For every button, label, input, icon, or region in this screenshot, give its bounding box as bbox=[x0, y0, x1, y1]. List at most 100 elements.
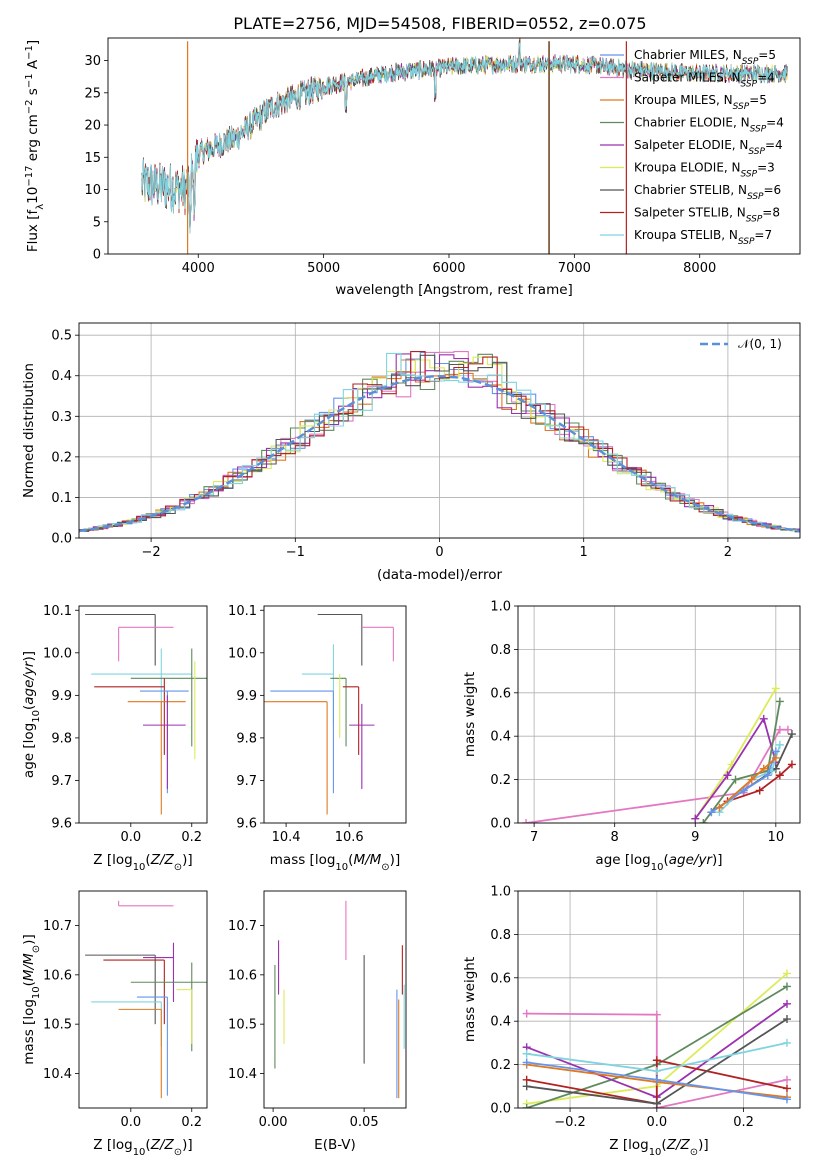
label-part: 10 bbox=[31, 986, 42, 999]
label-part: mass [ bbox=[21, 1020, 37, 1065]
legend-value: =7 bbox=[754, 228, 772, 242]
legend-label: Kroupa STELIB, N bbox=[634, 228, 738, 242]
x-tick-label: 0.00 bbox=[259, 1115, 288, 1130]
errorbar-chabrier-stelib bbox=[317, 613, 363, 666]
label-part: ⊙ bbox=[31, 945, 42, 953]
x-tick-label: −0.2 bbox=[554, 1115, 586, 1130]
x-tick-label: 10.6 bbox=[335, 830, 364, 845]
y-tick-label: 15 bbox=[84, 151, 101, 166]
x-tick-label: 7000 bbox=[558, 261, 591, 276]
weight-marker bbox=[782, 999, 791, 1008]
label-part: log bbox=[630, 852, 651, 868]
errorbar-salpeter-miles bbox=[118, 626, 174, 662]
label-part: −1 bbox=[24, 73, 35, 88]
label-part: s bbox=[25, 88, 41, 99]
y-tick-label: 0.6 bbox=[490, 686, 511, 701]
label-part: E(B-V) bbox=[314, 1137, 356, 1153]
label-part: ⊙ bbox=[174, 862, 182, 873]
label-part: ) bbox=[712, 852, 717, 868]
label-part: ] bbox=[21, 934, 37, 939]
weight-marker bbox=[691, 814, 700, 823]
label-part: 10 bbox=[133, 1147, 146, 1158]
weight-line-salpeter-miles bbox=[525, 728, 788, 823]
weight-marker bbox=[782, 1084, 791, 1093]
spectrum-ylabel: Flux [fλ10−17 erg cm−2 s−1 A−1] bbox=[24, 40, 46, 252]
label-part: ⊙ bbox=[690, 1147, 698, 1158]
errorbar-salpeter-elodie bbox=[143, 695, 186, 789]
label-part: ] bbox=[25, 40, 41, 45]
weight-marker bbox=[782, 982, 791, 991]
weight_vs_age-xlabel: age [log10(age/yr)] bbox=[595, 852, 722, 873]
x-tick-label: 0 bbox=[435, 545, 443, 560]
label-part: ] bbox=[395, 852, 400, 868]
weight-marker bbox=[652, 1056, 661, 1065]
y-tick-label: 25 bbox=[84, 86, 101, 101]
label-part: Z/Z bbox=[666, 1137, 691, 1153]
weight-marker bbox=[755, 786, 764, 795]
label-part: M/M bbox=[21, 953, 37, 981]
x-tick-label: 5000 bbox=[307, 261, 340, 276]
label-part: 10 bbox=[25, 187, 41, 204]
x-tick-label: 0.2 bbox=[181, 1115, 202, 1130]
errorbar-chabrier-elodie bbox=[130, 962, 207, 1052]
legend-value: =4 bbox=[766, 116, 784, 130]
label-part: 10 bbox=[335, 862, 348, 873]
weight_vs_Z-ylabel: mass weight bbox=[462, 957, 478, 1042]
legend-entry-salpeter-stelib: Salpeter STELIB, NSSP=8 bbox=[634, 206, 780, 225]
y-tick-label: 10.6 bbox=[43, 968, 72, 983]
label-part: A bbox=[25, 59, 41, 73]
label-part: Flux [f bbox=[25, 209, 41, 253]
y-tick-label: 10.6 bbox=[228, 968, 257, 983]
mass_vs_ebv-axes: 0.00 0.05 10.4 10.5 10.6 10.7 bbox=[228, 919, 379, 1130]
errorbar-kroupa-miles bbox=[264, 701, 328, 815]
errorbar-salpeter-miles bbox=[361, 626, 394, 662]
legend-sub: SSP bbox=[746, 215, 763, 225]
y-tick-label: 10.7 bbox=[228, 919, 257, 934]
legend-normal-label: 𝒩(0, 1) bbox=[738, 337, 782, 351]
x-tick-label: 6000 bbox=[432, 261, 465, 276]
y-tick-label: 0.8 bbox=[490, 928, 511, 943]
spectrum-frame bbox=[107, 37, 801, 255]
errorbar-salpeter-stelib bbox=[103, 959, 165, 1025]
y-tick-label: 10.7 bbox=[43, 919, 72, 934]
residuals-axes: −2 −1 0 1 2 0.0 0.1 0.2 0.3 0.4 0.5 bbox=[51, 323, 800, 560]
legend-sub: SSP bbox=[741, 80, 758, 90]
weight-marker bbox=[763, 771, 772, 780]
weight-marker bbox=[783, 725, 792, 734]
age_vs_Z-ylabel: age [log10(age/yr)] bbox=[21, 651, 42, 778]
legend-value: =4 bbox=[757, 71, 775, 85]
label-part: wavelength [Angstrom, rest frame] bbox=[335, 282, 573, 298]
y-tick-label: 9.9 bbox=[236, 689, 257, 704]
label-part: ] bbox=[21, 651, 37, 656]
y-tick-label: 0.2 bbox=[490, 773, 511, 788]
errorbar-kroupa-miles bbox=[118, 1008, 162, 1099]
normal-curve bbox=[78, 374, 801, 533]
label-part: ) bbox=[182, 852, 187, 868]
legend-entry-kroupa-stelib: Kroupa STELIB, NSSP=7 bbox=[634, 228, 772, 247]
weight-marker bbox=[782, 1038, 791, 1047]
y-tick-label: 0.4 bbox=[51, 369, 72, 384]
y-tick-label: 9.8 bbox=[236, 731, 257, 746]
y-tick-label: 10.5 bbox=[228, 1018, 257, 1033]
label-part: ] bbox=[703, 1137, 708, 1153]
legend-sub: SSP bbox=[747, 192, 764, 202]
label-part: ⊙ bbox=[381, 862, 389, 873]
weight_vs_age-axes: 7 8 9 10 0.0 0.2 0.4 0.6 0.8 1.0 bbox=[490, 600, 800, 845]
label-part: ⊙ bbox=[174, 1147, 182, 1158]
errorbar-chabrier-elodie bbox=[130, 648, 207, 747]
legend-entry-kroupa-elodie: Kroupa ELODIE, NSSP=3 bbox=[634, 161, 775, 180]
age_vs_Z-xlabel: Z [log10(Z/Z⊙)] bbox=[93, 852, 192, 873]
label-part: log bbox=[112, 1137, 133, 1153]
errorbar-kroupa-miles bbox=[127, 701, 186, 815]
y-tick-label: 0.6 bbox=[490, 971, 511, 986]
weight-marker bbox=[787, 730, 796, 739]
y-tick-label: 1.0 bbox=[490, 600, 511, 615]
label-part: ( bbox=[145, 852, 150, 868]
x-tick-label: 8000 bbox=[683, 261, 716, 276]
label-part: age [ bbox=[21, 743, 37, 778]
residuals-frame bbox=[78, 322, 801, 539]
label-part: log bbox=[315, 852, 336, 868]
x-tick-label: −2 bbox=[142, 545, 161, 560]
weight-marker bbox=[775, 725, 784, 734]
label-part: Z/Z bbox=[150, 1137, 175, 1153]
